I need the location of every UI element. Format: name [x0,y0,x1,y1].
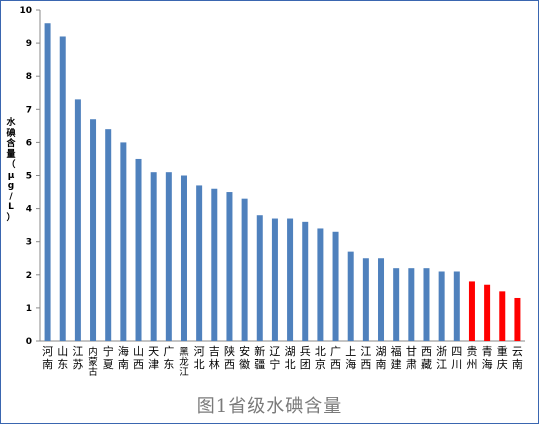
bar [423,268,430,341]
bar [150,172,157,341]
x-tick-label: 安徽 [239,344,250,371]
y-tick-label: 8 [26,72,32,82]
x-tick-label: 黑龙江 [179,347,189,378]
bar [362,258,369,341]
bar [196,185,203,341]
x-tick-label: 兵团 [300,345,311,371]
bar [165,172,172,341]
y-tick-label: 10 [19,6,32,16]
bar [241,198,248,341]
bar [378,258,385,341]
x-tick-label: 新疆 [254,344,265,371]
bar [468,281,475,341]
x-tick-label: 陕西 [224,344,235,371]
y-tick-label: 3 [26,238,32,248]
x-tick-label: 四川 [451,345,462,371]
x-tick-label: 贵州 [466,345,477,371]
bar [347,251,354,341]
bar [302,221,309,341]
bar [59,36,66,341]
x-tick-label: 湖南 [376,345,387,371]
bar [332,231,339,341]
bar [393,268,400,341]
x-tick-label: 宁夏 [103,344,114,371]
x-tick-label: 山西 [133,345,144,371]
bar [514,297,521,341]
x-tick-label: 广东 [163,345,174,371]
bar [105,129,112,341]
x-tick-label: 海南 [118,344,129,371]
x-tick-label: 云南 [512,345,523,371]
bar [438,271,445,341]
y-tick-label: 6 [26,138,32,148]
y-tick-label: 0 [26,337,32,347]
bar [211,188,218,341]
y-tick-label: 9 [26,39,32,49]
bar [499,291,506,341]
y-tick-label: 1 [26,304,32,314]
x-tick-label: 西藏 [421,345,432,371]
figure-caption: 图1省级水碘含量 [196,396,343,417]
x-tick-label: 北京 [315,345,326,371]
x-tick-label: 青海 [482,345,493,371]
x-tick-label: 河北 [194,345,205,371]
bar [44,23,51,342]
x-tick-label: 江苏 [72,345,83,371]
bar [120,142,127,341]
y-tick-label: 4 [26,205,32,215]
bar [484,284,491,341]
x-tick-label: 天津 [148,345,159,371]
bar [453,271,460,341]
y-tick-label: 5 [26,172,32,182]
x-tick-label: 上海 [345,345,356,371]
x-tick-label: 甘肃 [406,345,417,371]
y-axis-label: 水碘含量（μ g / L） [6,118,16,223]
bar [408,268,415,341]
x-tick-label: 重庆 [497,344,508,371]
bar [180,175,187,341]
bar [90,119,97,341]
x-tick-label: 湖北 [285,345,296,371]
bar [271,218,278,341]
bar [317,228,324,341]
bar [226,192,233,341]
x-tick-label: 吉林 [209,345,220,371]
y-tick-label: 7 [26,105,32,115]
bar [256,215,263,341]
bar [135,158,142,341]
x-tick-label: 浙江 [436,345,447,371]
x-tick-label: 山东 [57,345,68,371]
bar [287,218,294,341]
x-tick-label: 广西 [330,345,341,371]
y-tick-label: 2 [26,271,32,281]
x-tick-label: 福建 [391,344,402,371]
bar [74,99,81,342]
x-tick-label: 辽宁 [269,345,280,371]
x-tick-label: 河南 [42,345,53,371]
x-tick-label: 内蒙古 [88,346,98,378]
x-tick-label: 江西 [360,345,371,371]
